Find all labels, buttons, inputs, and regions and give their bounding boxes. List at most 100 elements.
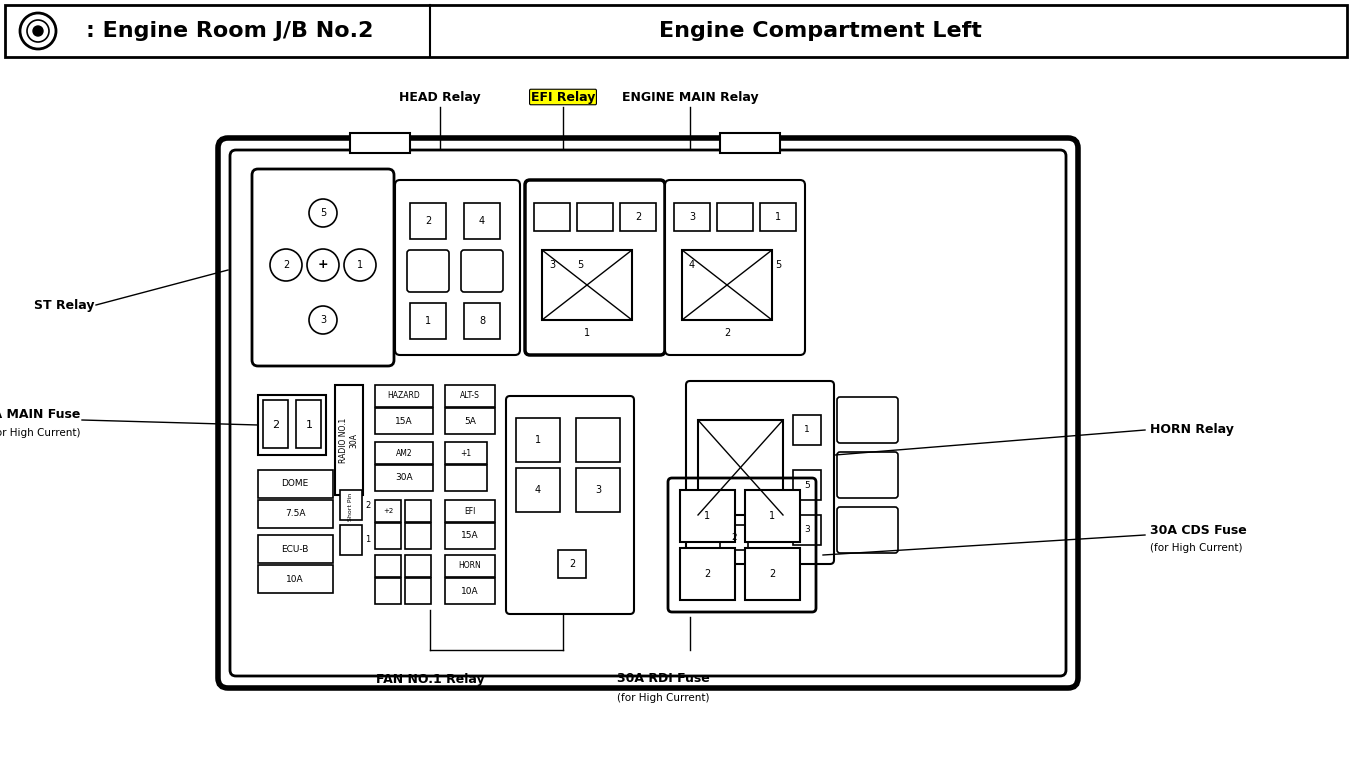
Circle shape (32, 26, 43, 36)
Text: 3: 3 (595, 485, 602, 495)
Bar (464, 303, 500, 339)
Text: EFI: EFI (464, 506, 476, 516)
Bar (745, 548, 800, 600)
FancyBboxPatch shape (837, 452, 898, 498)
Text: 2: 2 (425, 216, 431, 226)
Text: Engine Compartment Left: Engine Compartment Left (658, 21, 982, 41)
Bar (258, 470, 333, 498)
Bar (516, 418, 560, 462)
Bar (264, 400, 288, 448)
FancyBboxPatch shape (665, 180, 804, 355)
Text: 5A: 5A (464, 417, 476, 425)
Text: ENGINE MAIN Relay: ENGINE MAIN Relay (622, 90, 758, 104)
Bar (375, 442, 433, 464)
Text: 30A RDI Fuse: 30A RDI Fuse (617, 672, 710, 685)
FancyBboxPatch shape (506, 396, 634, 614)
Text: 1: 1 (769, 511, 775, 521)
Bar (680, 490, 735, 542)
Text: 10A: 10A (287, 574, 304, 584)
Text: RADIO NO.1
30A: RADIO NO.1 30A (339, 417, 358, 462)
Bar (675, 203, 710, 231)
FancyBboxPatch shape (837, 507, 898, 553)
Text: 1: 1 (804, 425, 810, 434)
Bar (542, 250, 631, 320)
Text: HEAD Relay: HEAD Relay (399, 90, 481, 104)
Bar (445, 408, 495, 434)
Bar (445, 555, 495, 577)
FancyBboxPatch shape (407, 250, 449, 292)
Bar (5, 5, 1347, 57)
Text: EFI Relay: EFI Relay (531, 90, 595, 104)
Bar (558, 550, 585, 578)
Text: +: + (318, 258, 329, 271)
Text: 1: 1 (425, 316, 431, 326)
Bar (375, 385, 433, 407)
Text: 30A: 30A (395, 474, 412, 482)
Bar (721, 133, 780, 153)
Text: 1: 1 (365, 536, 370, 544)
Bar (794, 515, 821, 545)
Bar (375, 523, 402, 549)
Bar (745, 490, 800, 542)
Text: AM2: AM2 (396, 448, 412, 458)
FancyBboxPatch shape (837, 397, 898, 443)
Text: 1: 1 (306, 420, 312, 430)
Bar (406, 555, 431, 577)
Bar (794, 415, 821, 445)
FancyBboxPatch shape (685, 381, 834, 564)
Text: (for High Current): (for High Current) (1151, 543, 1242, 553)
Bar (375, 500, 402, 522)
FancyBboxPatch shape (218, 138, 1078, 688)
Bar (406, 523, 431, 549)
Text: FAN NO.1 Relay: FAN NO.1 Relay (376, 673, 484, 686)
Text: 2: 2 (723, 328, 730, 338)
Text: HAZARD: HAZARD (388, 391, 420, 400)
Text: 3: 3 (804, 526, 810, 534)
Bar (721, 525, 748, 550)
Bar (339, 525, 362, 555)
Text: 5: 5 (577, 260, 583, 270)
Bar (681, 250, 772, 320)
Text: +1: +1 (461, 448, 472, 458)
Bar (339, 490, 362, 520)
Text: 7.5A: 7.5A (285, 509, 306, 519)
Bar (375, 578, 402, 604)
Bar (577, 203, 612, 231)
Text: 4: 4 (535, 485, 541, 495)
Text: 1: 1 (704, 511, 710, 521)
Text: (for High Current): (for High Current) (0, 428, 80, 438)
Bar (375, 555, 402, 577)
Bar (410, 203, 446, 239)
Bar (534, 203, 571, 231)
Bar (258, 500, 333, 528)
Text: 2: 2 (635, 212, 641, 222)
FancyBboxPatch shape (251, 169, 393, 366)
Text: 2: 2 (365, 500, 370, 509)
Bar (760, 203, 796, 231)
Bar (445, 465, 487, 491)
Text: : Engine Room J/B No.2: : Engine Room J/B No.2 (87, 21, 373, 41)
Text: ALT-S: ALT-S (460, 391, 480, 400)
Text: 5: 5 (320, 208, 326, 218)
Bar (464, 203, 500, 239)
FancyBboxPatch shape (461, 250, 503, 292)
Text: 15A: 15A (461, 532, 479, 540)
Text: 1: 1 (775, 212, 781, 222)
Bar (680, 548, 735, 600)
Bar (350, 133, 410, 153)
Text: 8: 8 (479, 316, 485, 326)
Bar (335, 385, 362, 495)
Text: 3: 3 (690, 212, 695, 222)
Bar (296, 400, 320, 448)
Text: 30A CDS Fuse: 30A CDS Fuse (1151, 523, 1247, 536)
Text: +2: +2 (383, 508, 393, 514)
Bar (621, 203, 656, 231)
Text: 1: 1 (535, 435, 541, 445)
Bar (794, 470, 821, 500)
Text: 5: 5 (775, 260, 781, 270)
Bar (406, 578, 431, 604)
Bar (375, 408, 433, 434)
Text: 2: 2 (569, 559, 575, 569)
Text: Short Pin: Short Pin (349, 493, 353, 521)
Text: 2: 2 (704, 569, 710, 579)
